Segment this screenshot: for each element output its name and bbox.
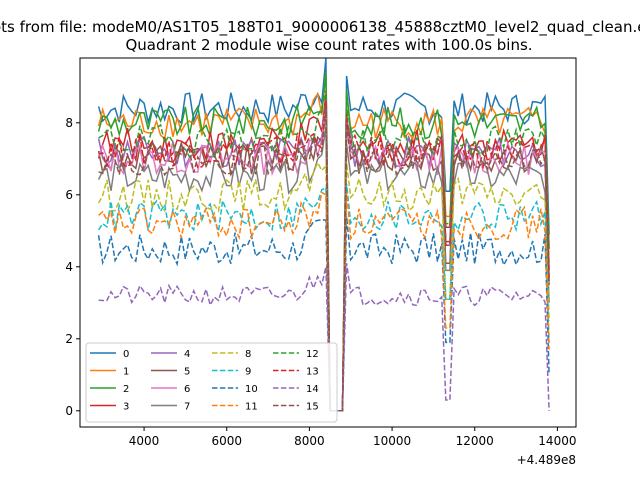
legend-label: 5 — [184, 367, 190, 378]
legend-label: 7 — [184, 402, 190, 413]
series-line-9 — [97, 183, 550, 412]
y-tick-label: 4 — [65, 260, 73, 274]
x-tick-label: 14000 — [538, 434, 576, 448]
legend-label: 1 — [123, 367, 129, 378]
chart-title: Quadrant 2 module wise count rates with … — [125, 36, 533, 54]
series-lines — [97, 57, 550, 412]
series-line-11 — [98, 191, 550, 412]
x-tick-label: 4000 — [129, 434, 160, 448]
legend-label: 10 — [245, 384, 258, 395]
legend-label: 3 — [123, 402, 129, 413]
legend-label: 2 — [123, 384, 129, 395]
legend-label: 8 — [245, 349, 251, 360]
series-line-10 — [97, 216, 550, 412]
x-tick-label: 6000 — [211, 434, 242, 448]
axes-frame — [79, 57, 577, 428]
legend-label: 14 — [306, 384, 319, 395]
x-tick-label: 8000 — [294, 434, 325, 448]
series-line-7 — [97, 126, 550, 412]
legend-label: 9 — [245, 367, 251, 378]
figure-suptitle: Plots from file: modeM0/AS1T05_188T01_90… — [0, 18, 640, 36]
x-offset-label: +4.489e8 — [517, 453, 576, 467]
y-tick-label: 6 — [65, 188, 73, 202]
series-line-2 — [97, 72, 550, 412]
y-tick-label: 2 — [65, 332, 73, 346]
legend-label: 13 — [306, 367, 319, 378]
legend-label: 12 — [306, 349, 319, 360]
series-line-0 — [97, 57, 550, 412]
x-tick-label: 10000 — [373, 434, 411, 448]
series-line-8 — [97, 160, 550, 412]
legend-label: 11 — [245, 402, 258, 413]
y-tick-label: 8 — [65, 116, 73, 130]
y-tick-label: 0 — [65, 404, 73, 418]
legend-label: 6 — [184, 384, 190, 395]
legend-label: 15 — [306, 402, 319, 413]
legend-box — [85, 342, 338, 423]
legend-label: 4 — [184, 349, 190, 360]
legend-label: 0 — [123, 349, 129, 360]
series-line-15 — [98, 108, 550, 412]
series-line-14 — [98, 263, 550, 412]
x-axis: 4000 6000 8000 10000 12000 14000 — [129, 427, 576, 448]
series-line-12 — [98, 90, 550, 412]
y-axis: 0 2 4 6 8 — [65, 116, 80, 418]
x-tick-label: 12000 — [456, 434, 494, 448]
